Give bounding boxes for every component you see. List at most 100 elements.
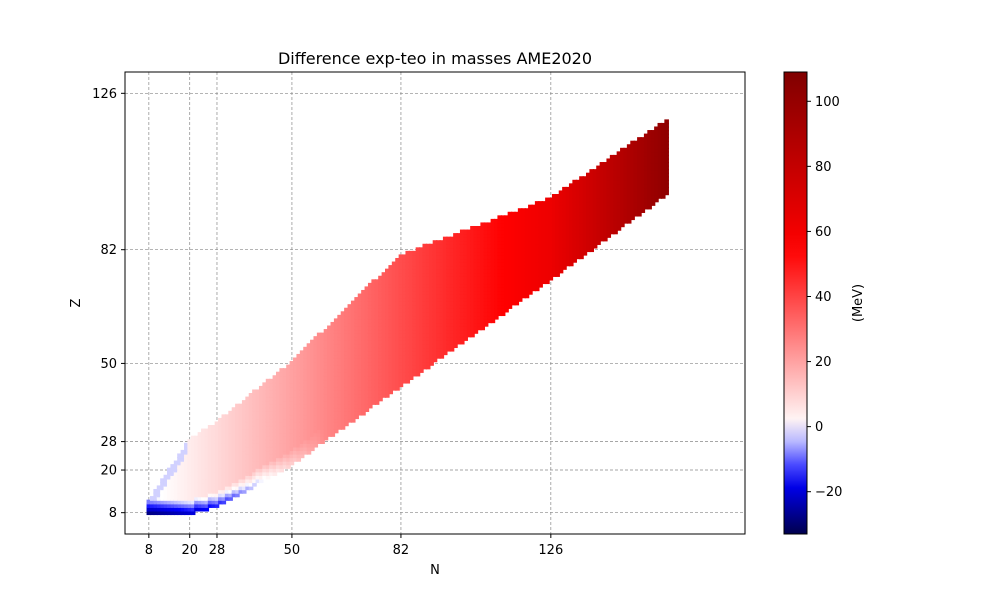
heatmap-cell [310, 339, 315, 345]
heatmap-cell [459, 254, 465, 260]
heatmap-cell [391, 318, 397, 324]
heatmap-cell [361, 407, 366, 412]
heatmap-cell [275, 439, 281, 444]
heatmap-cell [385, 318, 390, 324]
heatmap-cell [521, 257, 526, 263]
heatmap-cell [388, 304, 394, 309]
heatmap-cell [562, 229, 567, 235]
heatmap-cell [470, 293, 475, 299]
heatmap-cell [221, 428, 227, 434]
heatmap-cell [643, 133, 649, 139]
heatmap-cell [344, 400, 349, 405]
heatmap-cell [585, 176, 591, 181]
heatmap-cell [422, 350, 428, 356]
heatmap-cell [361, 371, 366, 377]
heatmap-cell [371, 282, 376, 288]
heatmap-cell [599, 215, 605, 221]
heatmap-cell [483, 265, 489, 270]
heatmap-cell [344, 311, 349, 317]
heatmap-cell [255, 425, 261, 430]
heatmap-cell [425, 307, 431, 313]
heatmap-cell [531, 282, 537, 288]
heatmap-cell [293, 361, 298, 366]
heatmap-cell [391, 304, 397, 309]
heatmap-cell [173, 492, 179, 498]
heatmap-cell [371, 325, 376, 331]
heatmap-cell [449, 286, 455, 292]
heatmap-cell [575, 247, 581, 253]
heatmap-cell [330, 353, 336, 359]
heatmap-cell [303, 414, 308, 420]
heatmap-cell [378, 385, 383, 391]
heatmap-cell [422, 343, 428, 349]
heatmap-cell [531, 218, 537, 224]
heatmap-cell [534, 236, 540, 242]
heatmap-cell [524, 211, 530, 217]
heatmap-cell [235, 432, 240, 437]
heatmap-cell [385, 332, 390, 338]
heatmap-cell [609, 211, 615, 217]
heatmap-cell [551, 211, 557, 217]
heatmap-cell [190, 435, 196, 441]
heatmap-cell [483, 293, 489, 299]
heatmap-cell [425, 314, 431, 320]
heatmap-cell [310, 346, 315, 352]
heatmap-cell [391, 275, 397, 281]
heatmap-cell [258, 385, 264, 391]
heatmap-cell [364, 375, 370, 381]
heatmap-cell [323, 371, 329, 377]
heatmap-cell [385, 375, 390, 381]
heatmap-cell [289, 439, 295, 444]
heatmap-cell [487, 247, 492, 253]
heatmap-cell [494, 265, 499, 270]
heatmap-cell [391, 357, 397, 363]
heatmap-cell [654, 197, 659, 203]
heatmap-cell [609, 183, 615, 189]
heatmap-cell [316, 364, 322, 370]
heatmap-cell [507, 243, 513, 249]
heatmap-cell [361, 382, 366, 388]
heatmap-cell [180, 460, 186, 466]
heatmap-cell [354, 304, 359, 309]
heatmap-cell [579, 176, 584, 181]
heatmap-cell [265, 389, 271, 395]
heatmap-cell [497, 247, 503, 253]
heatmap-cell [558, 268, 564, 274]
heatmap-cell [330, 382, 336, 388]
heatmap-cell [616, 204, 622, 210]
heatmap-cell [381, 300, 387, 306]
heatmap-cell [347, 417, 353, 423]
heatmap-cell [436, 268, 441, 274]
heatmap-cell [316, 336, 322, 341]
heatmap-cell [262, 414, 267, 420]
heatmap-cell [190, 442, 196, 448]
heatmap-cell [378, 332, 383, 338]
heatmap-cell [235, 478, 240, 484]
heatmap-cell [269, 435, 274, 441]
heatmap-cell [466, 329, 472, 334]
heatmap-cell [490, 261, 496, 267]
heatmap-cell [497, 257, 503, 263]
heatmap-cell [245, 414, 250, 420]
heatmap-cell [153, 499, 158, 505]
heatmap-cell [194, 449, 199, 455]
heatmap-cell [204, 435, 210, 441]
heatmap-cell [201, 485, 206, 491]
heatmap-cell [337, 371, 342, 377]
heatmap-cell [361, 364, 366, 370]
heatmap-cell [415, 346, 421, 352]
heatmap-cell [616, 162, 622, 167]
heatmap-cell [166, 471, 172, 476]
heatmap-cell [497, 293, 503, 299]
heatmap-cell [245, 471, 250, 476]
heatmap-cell [456, 321, 462, 327]
heatmap-cell [272, 389, 278, 395]
heatmap-cell [459, 229, 465, 235]
heatmap-cell [245, 456, 250, 462]
heatmap-cell [436, 286, 441, 292]
heatmap-cell [337, 361, 342, 366]
heatmap-cell [446, 247, 451, 253]
heatmap-cell [187, 485, 193, 491]
heatmap-cell [170, 496, 175, 501]
heatmap-cell [310, 446, 315, 452]
